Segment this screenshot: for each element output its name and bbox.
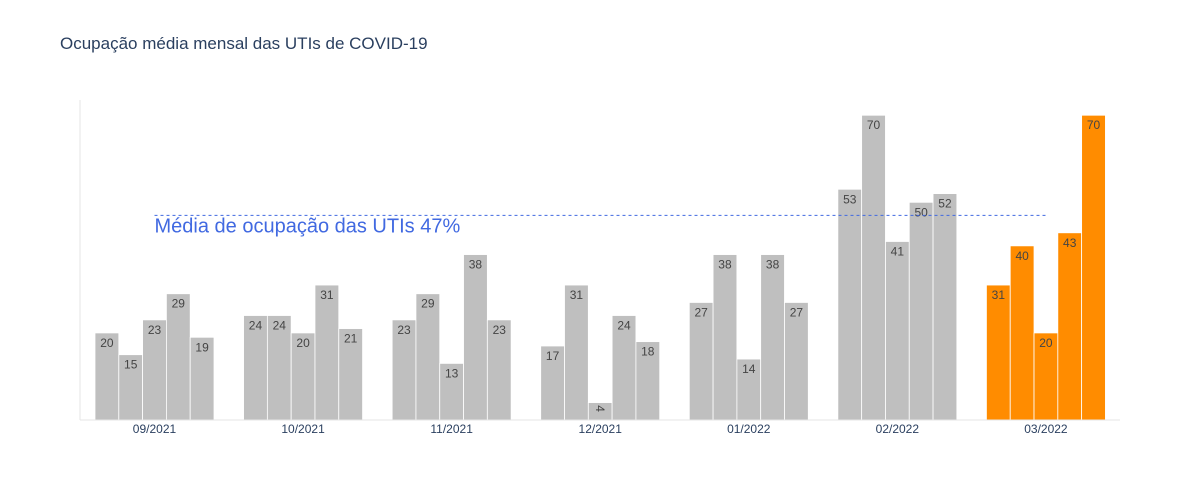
bar-value-label: 53 [843,192,857,206]
bar-value-label: 20 [1039,336,1053,350]
bar-03-2022-1 [986,284,1011,421]
bar-value-label: 23 [148,323,162,337]
bar-value-label: 18 [641,345,655,359]
bar-value-label: 23 [397,323,411,337]
bar-value-label: 19 [195,340,209,354]
bar-value-label: 70 [867,118,881,132]
x-tick-label: 03/2022 [1024,422,1068,436]
bar-value-label: 31 [320,288,334,302]
bar-12-2021-2 [564,284,589,421]
bar-value-label: 23 [493,323,507,337]
x-tick-label: 09/2021 [133,422,177,436]
bar-value-label: 20 [100,336,114,350]
x-tick-label: 12/2021 [579,422,623,436]
bar-03-2022-4 [1057,232,1083,421]
x-tick-label: 11/2021 [430,422,473,436]
bar-02-2022-4 [908,201,934,421]
bar-value-label: 31 [570,288,584,302]
bar-value-label: 14 [742,362,756,376]
bar-value-label: 38 [469,258,483,272]
bar-value-label: 17 [546,349,560,363]
x-tick-label: 01/2022 [727,422,771,436]
x-tick-label: 02/2022 [876,422,920,436]
bar-value-label: 40 [1015,249,1029,263]
bar-01-2022-1 [688,302,714,421]
average-line-label: Média de ocupação das UTIs 47% [155,215,461,237]
bar-value-label: 29 [421,297,435,311]
average-layer: Média de ocupação das UTIs 47% [154,214,1046,237]
bar-09-2021-4 [165,293,191,421]
bar-01-2022-5 [784,302,809,421]
bar-value-label: 20 [296,336,310,350]
bar-labels-layer: 20 15 23 29 19 24 24 20 31 21 23 29 13 38 23 17 31 4 24 18 2… [100,118,1100,412]
x-tick-label: 10/2021 [281,422,325,436]
bar-value-label: 27 [790,305,804,319]
bar-value-label: 13 [445,366,459,380]
x-axis: 09/2021 10/2021 11/2021 12/2021 01/2022 02/20… [79,100,1120,436]
bar-02-2022-1 [837,188,863,421]
bars-layer [94,114,1106,421]
bar-value-label: 31 [992,288,1006,302]
bar-11-2021-2 [415,293,441,421]
bar-01-2022-2 [712,254,738,421]
bar-value-label: 38 [766,258,780,272]
bar-value-label: 38 [718,258,732,272]
bar-value-label: 4 [593,405,607,412]
bar-value-label: 24 [273,319,287,333]
bar-02-2022-3 [885,241,910,421]
bar-03-2022-5 [1081,114,1106,421]
bar-value-label: 41 [891,244,905,258]
bar-02-2022-5 [932,193,958,421]
bar-value-label: 43 [1063,236,1077,250]
bar-value-label: 24 [617,319,631,333]
bar-02-2022-2 [861,114,886,421]
bar-value-label: 52 [938,197,952,211]
bar-03-2022-2 [1009,245,1035,421]
bar-value-label: 24 [249,319,263,333]
bar-value-label: 21 [344,332,358,346]
bar-value-label: 15 [124,358,138,372]
bar-value-label: 27 [695,305,709,319]
bar-value-label: 70 [1087,118,1101,132]
bar-10-2021-4 [314,284,340,421]
bar-value-label: 29 [172,297,186,311]
chart-title: Ocupação média mensal das UTIs de COVID-… [60,34,428,53]
bar-01-2022-4 [760,254,785,421]
bar-value-label: 50 [914,205,928,219]
bar-11-2021-4 [463,254,488,421]
